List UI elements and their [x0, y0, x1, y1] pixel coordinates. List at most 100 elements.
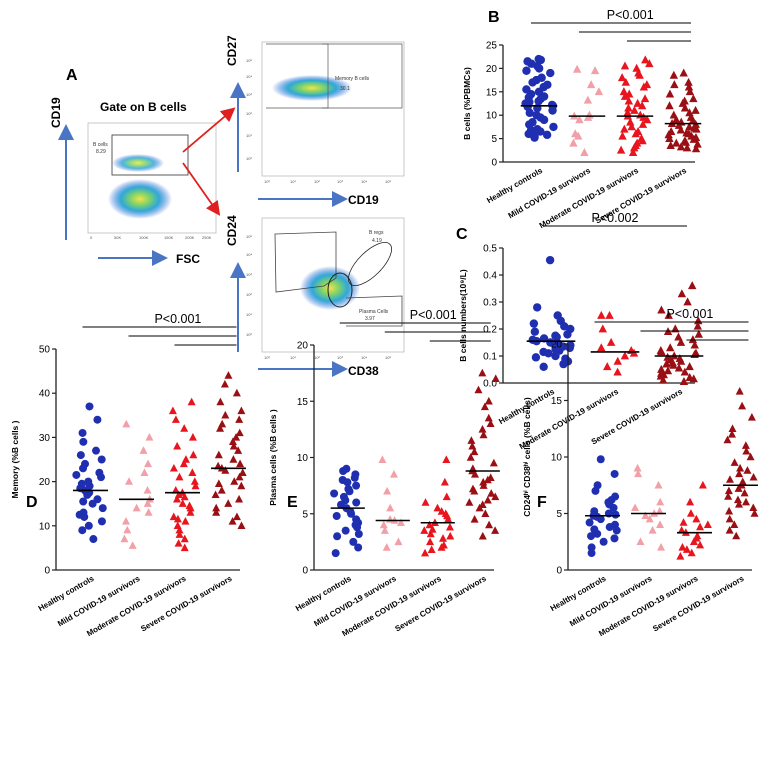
flow-plot1-xtick: 150K: [164, 235, 174, 240]
data-point: [735, 469, 744, 478]
flow-plot3-xlabel: CD38: [348, 364, 379, 378]
data-point: [738, 401, 747, 410]
data-point: [175, 530, 184, 538]
data-point: [669, 70, 679, 79]
data-point: [474, 385, 483, 394]
flow-plot2-xlabel: CD19: [348, 193, 379, 207]
data-point: [93, 415, 102, 424]
data-point: [688, 281, 697, 290]
data-point: [596, 515, 605, 524]
flow-plot3-ytick: 10⁴: [246, 252, 252, 257]
data-point: [180, 543, 189, 552]
flow-plot1-xtick: 50K: [114, 235, 121, 240]
data-point: [427, 545, 436, 553]
gate-arrow-to-cd27: [182, 107, 236, 153]
y-tick-label: 0.2: [483, 325, 497, 336]
data-point: [421, 498, 430, 506]
data-point: [426, 529, 435, 538]
data-point: [478, 424, 487, 433]
data-point: [605, 523, 614, 532]
data-point: [680, 103, 690, 112]
data-point: [682, 545, 691, 553]
y-tick-label: 25: [486, 41, 498, 52]
data-point: [491, 526, 500, 534]
data-point: [734, 500, 743, 508]
flow-plot-cd19-cd27: Memory B cells 30.1 10⁵ 10⁴ 10³ 10² 10¹ …: [225, 35, 405, 207]
data-point: [175, 472, 184, 481]
data-point: [587, 543, 596, 552]
data-point: [339, 467, 348, 475]
data-point: [433, 503, 442, 512]
data-point: [633, 98, 642, 107]
flow-plot3-xtick: 10³: [337, 355, 343, 360]
data-point: [685, 87, 695, 96]
y-tick-label: 20: [297, 341, 309, 352]
data-point: [656, 520, 665, 528]
data-point: [672, 115, 681, 124]
data-point: [439, 534, 448, 542]
data-point: [654, 480, 663, 489]
data-point: [536, 55, 546, 65]
data-point: [621, 77, 631, 86]
data-point: [635, 70, 644, 79]
data-point: [145, 433, 154, 441]
data-point: [79, 437, 88, 446]
data-point: [89, 535, 98, 544]
data-point: [597, 310, 606, 319]
data-point: [484, 396, 493, 405]
data-point: [586, 80, 596, 89]
data-point: [603, 362, 612, 371]
data-point: [563, 330, 572, 339]
data-point: [641, 511, 650, 519]
data-point: [468, 441, 477, 450]
data-point: [475, 503, 484, 512]
data-point: [84, 521, 93, 530]
data-point: [590, 66, 600, 75]
y-tick-label: 5: [556, 509, 562, 520]
flow-plot3-gate-core: [327, 272, 353, 308]
data-point: [217, 486, 226, 494]
data-point: [669, 360, 678, 369]
flow-plot3-gate1-value: 4.19: [372, 238, 382, 244]
data-point: [672, 138, 681, 147]
flow-plot1-xlabel: FSC: [176, 252, 200, 266]
data-point: [168, 406, 177, 415]
data-point: [97, 455, 106, 464]
data-point: [188, 468, 197, 476]
data-point: [725, 506, 734, 515]
data-point: [548, 106, 557, 115]
x-category-label: Severe COVID-19 survivors: [139, 574, 234, 634]
data-point: [606, 337, 616, 346]
data-point: [597, 343, 606, 352]
data-point: [421, 548, 430, 557]
data-point: [354, 543, 363, 552]
data-point: [665, 101, 674, 110]
data-point: [445, 522, 454, 531]
data-point: [611, 510, 620, 519]
data-point: [749, 472, 758, 481]
flow-plot-cd38-cd24: B regs 4.19 Plasma Cells 3.97 10⁵ 10⁴ 10…: [225, 215, 405, 378]
data-point: [235, 415, 244, 423]
data-point: [599, 537, 608, 546]
data-point: [234, 446, 243, 454]
x-category-label: Mild COVID-19 survivors: [56, 574, 142, 629]
data-point: [238, 468, 247, 476]
data-point: [665, 133, 674, 142]
flow-plot3-xtick: 10²: [314, 355, 320, 360]
data-point: [237, 521, 246, 529]
data-point: [634, 469, 643, 478]
flow-plot3-gate1-label: B regs: [369, 230, 384, 236]
data-point: [624, 103, 633, 112]
flow-plot2-xtick: 10⁰: [264, 179, 270, 184]
data-point: [689, 537, 698, 545]
data-point: [470, 469, 479, 478]
data-point: [666, 141, 675, 149]
data-point: [616, 145, 626, 154]
data-point: [181, 516, 190, 525]
data-point: [174, 539, 183, 547]
y-tick-label: 0: [556, 566, 562, 577]
data-point: [620, 61, 630, 70]
data-point: [628, 148, 638, 156]
data-point: [529, 319, 539, 328]
